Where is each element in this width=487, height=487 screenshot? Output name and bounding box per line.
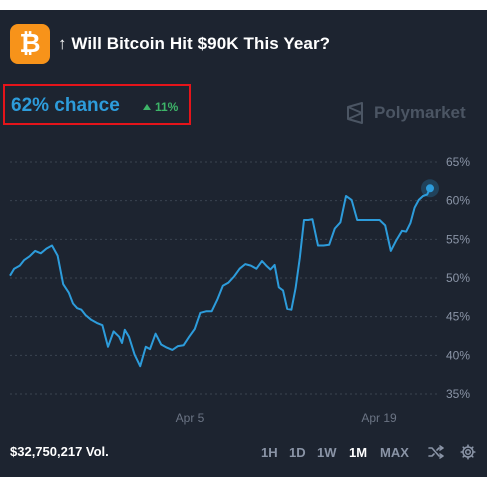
x-tick-label: Apr 19 [361,411,397,425]
timeframe-1m[interactable]: 1M [349,445,368,460]
x-tick-label: Apr 5 [176,411,205,425]
highlight-box [3,84,191,125]
y-tick-label: 40% [446,348,470,362]
timeframe-max[interactable]: MAX [380,445,409,460]
shuffle-icon[interactable] [428,444,444,460]
bottom-edge [0,477,487,487]
y-tick-label: 50% [446,271,470,285]
polymarket-watermark: Polymarket [346,102,466,124]
end-point-halo [421,179,439,198]
y-tick-label: 45% [446,310,470,324]
watermark-label: Polymarket [374,103,466,122]
top-edge [0,0,487,10]
chance-label: 62% chance [11,95,120,116]
end-point [426,184,434,193]
y-tick-label: 55% [446,232,470,246]
y-tick-label: 35% [446,387,470,401]
timeframe-1d[interactable]: 1D [289,445,306,460]
timeframe-1w[interactable]: 1W [317,445,337,460]
gear-icon[interactable] [460,444,476,460]
change-value: 11% [155,100,179,114]
polymarket-logo-icon [347,102,363,124]
market-title[interactable]: ↑ Will Bitcoin Hit $90K This Year? [58,34,331,53]
up-arrow-icon [143,104,151,110]
volume-label: $32,750,217 Vol. [10,444,109,459]
bitcoin-glyph: ₿ [19,29,41,59]
bitcoin-logo: ₿ [10,24,50,64]
y-tick-label: 65% [446,155,470,169]
change-badge: 11% [143,100,178,114]
series-line [9,187,431,368]
timeframe-1h[interactable]: 1H [261,445,278,460]
y-tick-label: 60% [446,194,470,208]
